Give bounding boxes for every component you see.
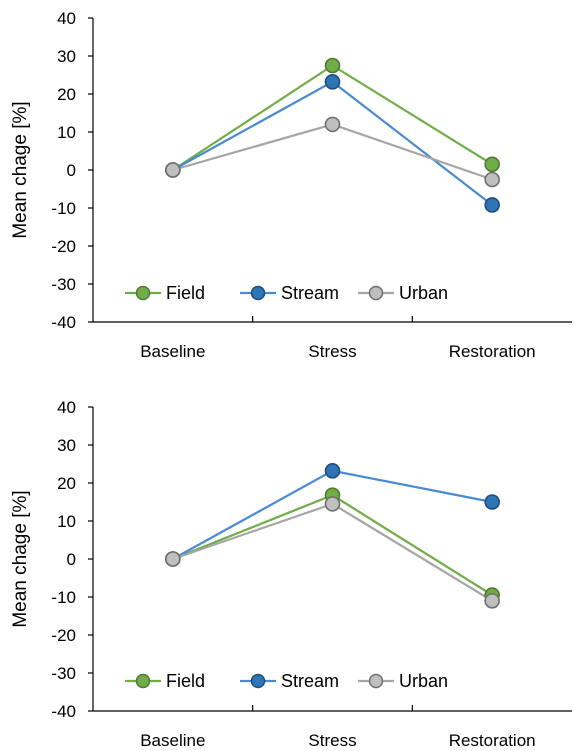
y-tick-label: -20 [51,626,76,645]
x-tick-label-restoration: Restoration [449,731,536,750]
y-tick-label: 0 [67,550,76,569]
y-axis-title: Mean chage [%] [10,490,31,627]
y-tick-label: -20 [51,237,76,256]
x-tick-label-baseline: Baseline [140,342,205,361]
series-line-urban [172,502,493,602]
y-tick-label: 30 [57,47,76,66]
legend-item-urban: Urban [358,671,448,691]
data-point-urban [165,162,181,178]
y-tick-label: 10 [57,123,76,142]
legend-label: Stream [281,671,339,691]
data-point-stream [484,197,500,213]
data-point-urban [324,496,341,512]
series-line-urban [172,123,493,181]
y-tick-label: 20 [57,474,76,493]
y-tick-label: 0 [67,161,76,180]
legend-label: Urban [399,671,448,691]
data-point-urban [484,592,500,609]
legend-marker [368,673,384,689]
legend-label: Field [166,283,205,303]
y-tick-label: 40 [57,398,76,417]
legend-marker [135,285,151,301]
x-tick-label-baseline: Baseline [140,731,205,750]
y-axis-title: Mean chage [%] [10,101,31,238]
data-point-stream [324,463,341,479]
data-point-urban [165,551,181,567]
chart-panel-2: 40 30 20 10 0 -10 -20 -30 -40 Baseline Stress Resto… [10,398,572,750]
legend-item-urban: Urban [358,283,448,303]
legend-marker [368,285,384,301]
legend-item-stream: Stream [240,283,339,303]
x-tick-label-stress: Stress [308,342,356,361]
y-tick-label: -30 [51,664,76,683]
x-tick-label-restoration: Restoration [449,342,536,361]
y-tick-label: 30 [57,436,76,455]
chart-panel-1: 40 30 20 10 0 -10 -20 -30 -40 Baseline Stress Resto… [10,9,572,361]
legend-item-stream: Stream [240,671,339,691]
legend-label: Urban [399,283,448,303]
y-tick-label: -10 [51,199,76,218]
legend-marker [250,285,266,301]
y-tick-label: -40 [51,313,76,332]
y-tick-label: 20 [57,85,76,104]
data-point-stream [484,494,500,510]
data-point-urban [324,116,341,133]
y-tick-label: -10 [51,588,76,607]
y-tick-label: -30 [51,275,76,294]
legend-item-field: Field [125,283,205,303]
series-line-stream [172,469,493,560]
legend-label: Stream [281,283,339,303]
data-point-field [324,57,341,74]
y-tick-label: 10 [57,512,76,531]
y-tick-label: 40 [57,9,76,28]
data-point-field [484,156,500,173]
legend-marker [135,673,151,689]
legend-marker [250,673,266,689]
y-tick-label: -40 [51,702,76,721]
series-line-stream [172,80,493,206]
legend-label: Field [166,671,205,691]
x-tick-label-stress: Stress [308,731,356,750]
data-point-stream [324,74,341,90]
legend-item-field: Field [125,671,205,691]
data-point-urban [484,171,500,188]
